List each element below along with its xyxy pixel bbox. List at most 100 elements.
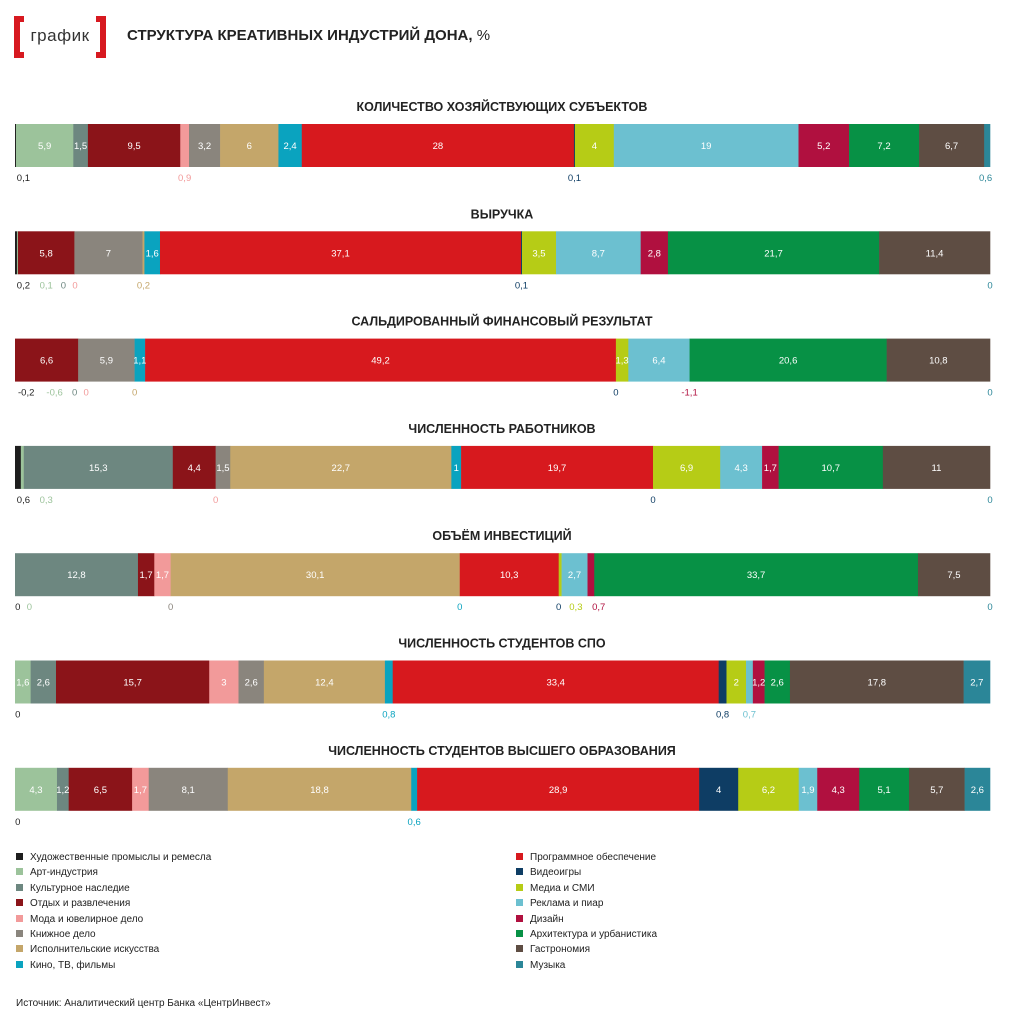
legend-label: Исполнительские искусства <box>30 944 160 956</box>
segment-label: 5,8 <box>40 248 53 259</box>
bar-segment <box>849 124 920 167</box>
bar-segment <box>746 660 754 704</box>
bar-segment <box>15 767 58 811</box>
bar-segment <box>23 445 174 489</box>
bar-segment <box>417 767 700 811</box>
segment-label: 2 <box>734 678 739 689</box>
bar-segment <box>20 445 25 489</box>
bar-segment <box>594 553 919 597</box>
segment-label: 33,4 <box>546 678 565 689</box>
bar-segment <box>764 660 791 704</box>
bar-segment <box>461 445 654 489</box>
below-label: 0 <box>650 495 655 506</box>
bar-segment <box>145 338 617 382</box>
legend-item: Дизайн <box>516 914 564 925</box>
legend-item: Гастрономия <box>516 944 590 955</box>
below-label: 0 <box>168 602 173 613</box>
bar-segment <box>87 124 181 167</box>
segment-label: 15,3 <box>89 463 108 474</box>
logo-left-bracket <box>14 16 24 58</box>
bar-segment <box>561 553 588 597</box>
bar-segment <box>859 767 910 811</box>
segment-label: 6,4 <box>652 356 665 367</box>
bar-segment <box>720 445 763 489</box>
segment-label: 20,6 <box>779 356 798 367</box>
below-label: 0,1 <box>515 280 528 291</box>
below-label: 0 <box>27 602 32 613</box>
segment-label: 4,3 <box>735 463 748 474</box>
segment-label: 6 <box>247 141 252 152</box>
bar-segment <box>573 124 576 167</box>
legend-item: Программное обеспечение <box>516 852 656 863</box>
source-note: Источник: Аналитический центр Банка «Цен… <box>16 998 271 1009</box>
legend-item: Арт-индустрия <box>16 867 98 878</box>
bar-segment <box>574 124 615 167</box>
bar-segment <box>230 445 452 489</box>
segment-label: 7 <box>106 248 111 259</box>
bar-segment <box>15 124 74 167</box>
below-label: -0,2 <box>18 388 34 399</box>
below-label: 0,9 <box>178 173 191 184</box>
bar-segment <box>142 231 145 275</box>
bar-segment <box>520 231 523 275</box>
legend-item: Художественные промыслы и ремесла <box>16 852 211 863</box>
bar-segment <box>699 767 739 811</box>
segment-label: 21,7 <box>764 248 783 259</box>
bar-segment <box>798 767 818 811</box>
segment-label: 1,7 <box>140 570 153 581</box>
below-label: 0 <box>987 602 992 613</box>
bar-segment <box>73 124 89 167</box>
bar-title: ОБЪЁМ ИНВЕСТИЦИЙ <box>432 528 571 543</box>
segment-label: 1,2 <box>56 785 69 796</box>
legend-swatch <box>16 960 23 968</box>
bar-segment <box>411 767 418 811</box>
bar-segment <box>556 231 641 275</box>
segment-label: 2,6 <box>37 678 50 689</box>
bar-segment <box>144 231 161 275</box>
segment-label: 9,5 <box>127 141 140 152</box>
bar-segment <box>652 445 721 489</box>
bar-segment <box>238 660 265 704</box>
bar-title: ЧИСЛЕННОСТЬ СТУДЕНТОВ СПО <box>398 637 605 651</box>
segment-label: 2,6 <box>771 678 784 689</box>
legend-swatch <box>516 945 523 953</box>
segment-label: 6,5 <box>94 785 107 796</box>
legend-item: Архитектура и урбанистика <box>516 929 657 940</box>
bar-segment <box>148 767 229 811</box>
legend-swatch <box>16 853 23 860</box>
segment-label: 5,1 <box>878 785 891 796</box>
bar-segment <box>392 660 719 704</box>
bar-segment <box>154 553 171 597</box>
legend-swatch <box>516 868 523 876</box>
bar-segment <box>718 660 727 704</box>
segment-label: 4 <box>592 141 597 152</box>
legend-swatch <box>516 914 523 922</box>
legend-label: Программное обеспечение <box>530 852 657 863</box>
legend-label: Музыка <box>530 959 566 971</box>
legend-swatch <box>16 914 23 922</box>
legend-item: Кино, ТВ, фильмы <box>16 960 115 971</box>
bar-segment <box>726 660 747 704</box>
bar-group-5: ОБЪЁМ ИНВЕСТИЦИЙ 12,8 1,7 1,7 30,1 10,3 2,7 33,… <box>15 528 993 613</box>
bar-segment <box>78 338 135 382</box>
segment-label: 28 <box>433 141 444 152</box>
below-label: 0,2 <box>17 280 30 291</box>
bar-segment <box>189 124 221 167</box>
bar-group-2: ВЫРУЧКА 5,8 7 1,6 37,1 3,5 8,7 2,8 21,7 11,4 0,2 0,… <box>15 207 993 291</box>
segment-label: 2,4 <box>283 141 296 152</box>
below-label: 0 <box>613 388 618 399</box>
segment-label: 12,8 <box>67 570 86 581</box>
below-label: -0,6 <box>46 388 62 399</box>
segment-label: 8,1 <box>182 785 195 796</box>
below-label: 0 <box>987 495 992 506</box>
segment-label: 1,5 <box>216 463 229 474</box>
bar-segment <box>55 660 210 704</box>
bar-segment <box>789 660 964 704</box>
below-label: 0,3 <box>569 602 582 613</box>
bar-title: ВЫРУЧКА <box>471 207 534 221</box>
segment-label: 2,7 <box>568 570 581 581</box>
segment-label: 18,8 <box>310 785 329 796</box>
legend-label: Реклама и пиар <box>530 898 604 910</box>
bar-segment <box>15 445 22 489</box>
bar-segment <box>159 231 522 275</box>
